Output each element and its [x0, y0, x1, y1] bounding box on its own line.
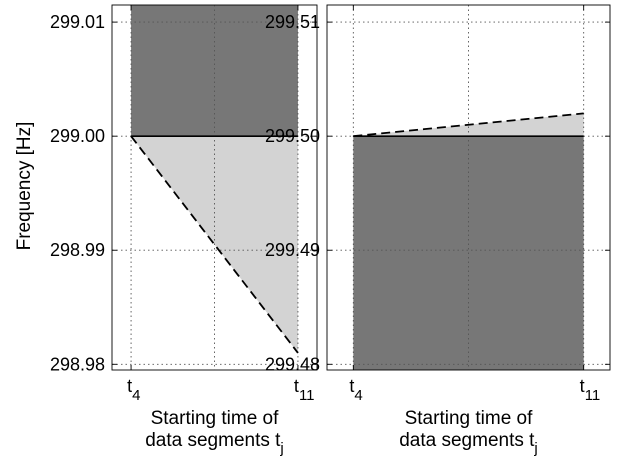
x-axis-label-line1: Starting time of: [405, 408, 533, 429]
y-tick-label: 299.00: [50, 126, 105, 146]
left-chart-panel: 298.98 298.99 299.00 299.01 t4 t11 Starting ti…: [50, 4, 318, 457]
dashed-line: [353, 112, 584, 138]
y-tick-label: 299.48: [265, 354, 320, 374]
plot-frame: [111, 4, 318, 371]
plot-frame: [326, 4, 611, 371]
x-axis-label-line2: data segments tj: [399, 430, 538, 457]
y-tick-label: 298.99: [50, 240, 105, 260]
y-tick-label: 299.51: [265, 12, 320, 32]
x-axis-label-line1: Starting time of: [151, 408, 279, 429]
x-axis-label-line2: data segments tj: [145, 430, 284, 457]
y-tick-label: 298.98: [50, 354, 105, 374]
x-tick-label: t11: [294, 376, 315, 404]
x-tick-label: t4: [349, 376, 362, 404]
y-tick-label: 299.01: [50, 12, 105, 32]
y-tick-label: 299.50: [265, 126, 320, 146]
y-axis-label: Frequency [Hz]: [14, 122, 35, 251]
x-tick-label: t11: [580, 376, 601, 404]
x-tick-label: t4: [127, 376, 140, 404]
right-chart-panel: 299.48 299.49 299.50 299.51 t4 t11 Starting ti…: [265, 4, 611, 457]
dashed-line: [130, 135, 299, 354]
y-tick-label: 299.49: [265, 240, 320, 260]
